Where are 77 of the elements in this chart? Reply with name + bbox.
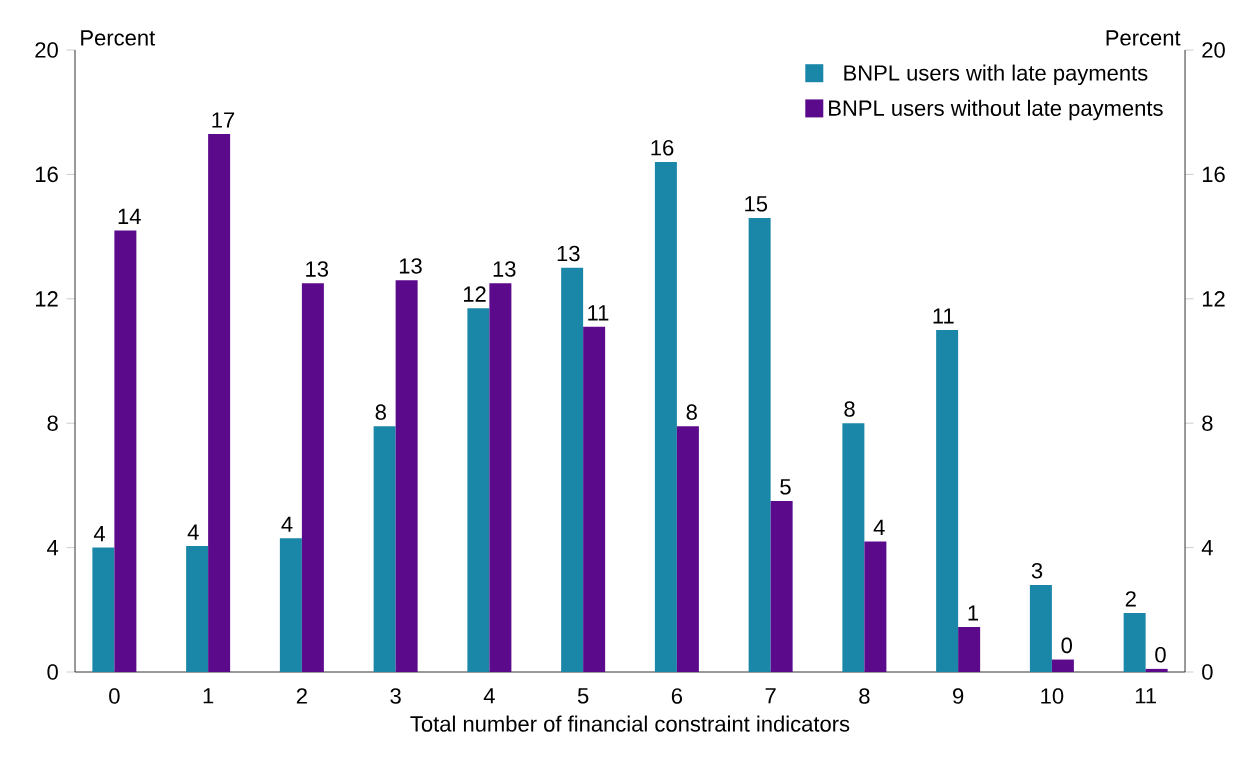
x-tick-label: 9 (953, 688, 964, 704)
data-label: 0 (1061, 637, 1072, 654)
x-tick-label: 10 (1041, 688, 1064, 704)
x-tick-label: 5 (577, 688, 589, 704)
y2-tick-label: 12 (1202, 291, 1225, 307)
data-label: 17 (212, 112, 235, 128)
data-label: 4 (873, 519, 885, 535)
x-tick-label: 6 (671, 688, 683, 704)
x-tick-label: 0 (109, 688, 120, 704)
y2-axis-title: Percent (1106, 30, 1181, 46)
data-label: 4 (93, 526, 105, 542)
data-label: 13 (306, 261, 329, 277)
bar (864, 541, 887, 672)
bar (842, 423, 865, 672)
bar (489, 283, 512, 672)
y-tick-label: 4 (47, 540, 59, 556)
y2-tick-label: 16 (1202, 166, 1225, 183)
bar (958, 626, 981, 672)
bar (1029, 584, 1052, 672)
data-label: 12 (463, 286, 486, 302)
y-tick-label: 12 (35, 291, 58, 307)
data-label: 13 (399, 258, 422, 274)
data-label: 5 (780, 479, 791, 495)
bar (395, 280, 418, 672)
x-tick-label: 4 (483, 688, 495, 704)
legend-label: BNPL users with late payments (844, 64, 1148, 86)
bar (301, 283, 324, 672)
bar (676, 426, 699, 672)
x-axis-title: Total number of financial constraint indicators (410, 715, 850, 732)
bar (467, 308, 490, 672)
y2-tick-label: 4 (1201, 540, 1213, 556)
bar (92, 547, 115, 672)
data-label: 13 (557, 245, 580, 262)
data-label: 16 (651, 139, 674, 156)
bar (583, 326, 606, 672)
x-tick-label: 1 (203, 688, 214, 704)
bar (208, 133, 231, 672)
data-label: 8 (686, 404, 697, 420)
data-label: 11 (588, 305, 609, 321)
data-label: 13 (493, 261, 516, 277)
data-label: 14 (118, 208, 141, 224)
y2-tick-label: 8 (1202, 415, 1213, 431)
bar (1145, 668, 1168, 672)
y-tick-label: 8 (47, 415, 58, 431)
bar (654, 161, 677, 672)
bar (279, 538, 302, 672)
x-tick-label: 2 (296, 688, 307, 704)
data-label: 3 (1031, 562, 1043, 579)
x-tick-label: 8 (859, 688, 870, 704)
y2-tick-label: 0 (1202, 664, 1213, 680)
data-label: 0 (1155, 646, 1166, 663)
bar (936, 329, 959, 672)
bar (770, 500, 793, 672)
y-tick-label: 20 (35, 42, 58, 58)
x-tick-label: 3 (390, 688, 401, 704)
x-tick-label: 11 (1135, 688, 1156, 704)
bar (561, 267, 584, 672)
bar (748, 217, 771, 672)
data-label: 2 (1125, 591, 1136, 607)
data-label: 4 (281, 516, 293, 532)
data-label: 8 (375, 404, 386, 420)
data-label: 11 (933, 308, 954, 324)
legend-label: BNPL users without late payments (829, 99, 1163, 121)
data-label: 8 (844, 401, 855, 417)
data-label: 4 (187, 524, 199, 540)
y-tick-label: 16 (35, 166, 58, 183)
y-axis-title: Percent (81, 30, 156, 46)
y-tick-label: 0 (47, 664, 58, 680)
bar (186, 546, 209, 672)
data-label: 15 (745, 196, 768, 212)
y2-tick-label: 20 (1202, 42, 1225, 58)
bar (114, 230, 137, 672)
x-tick-label: 7 (765, 688, 776, 704)
bar (1051, 659, 1074, 672)
data-label: 1 (968, 605, 979, 621)
bar (1123, 612, 1146, 672)
bar (373, 426, 396, 672)
